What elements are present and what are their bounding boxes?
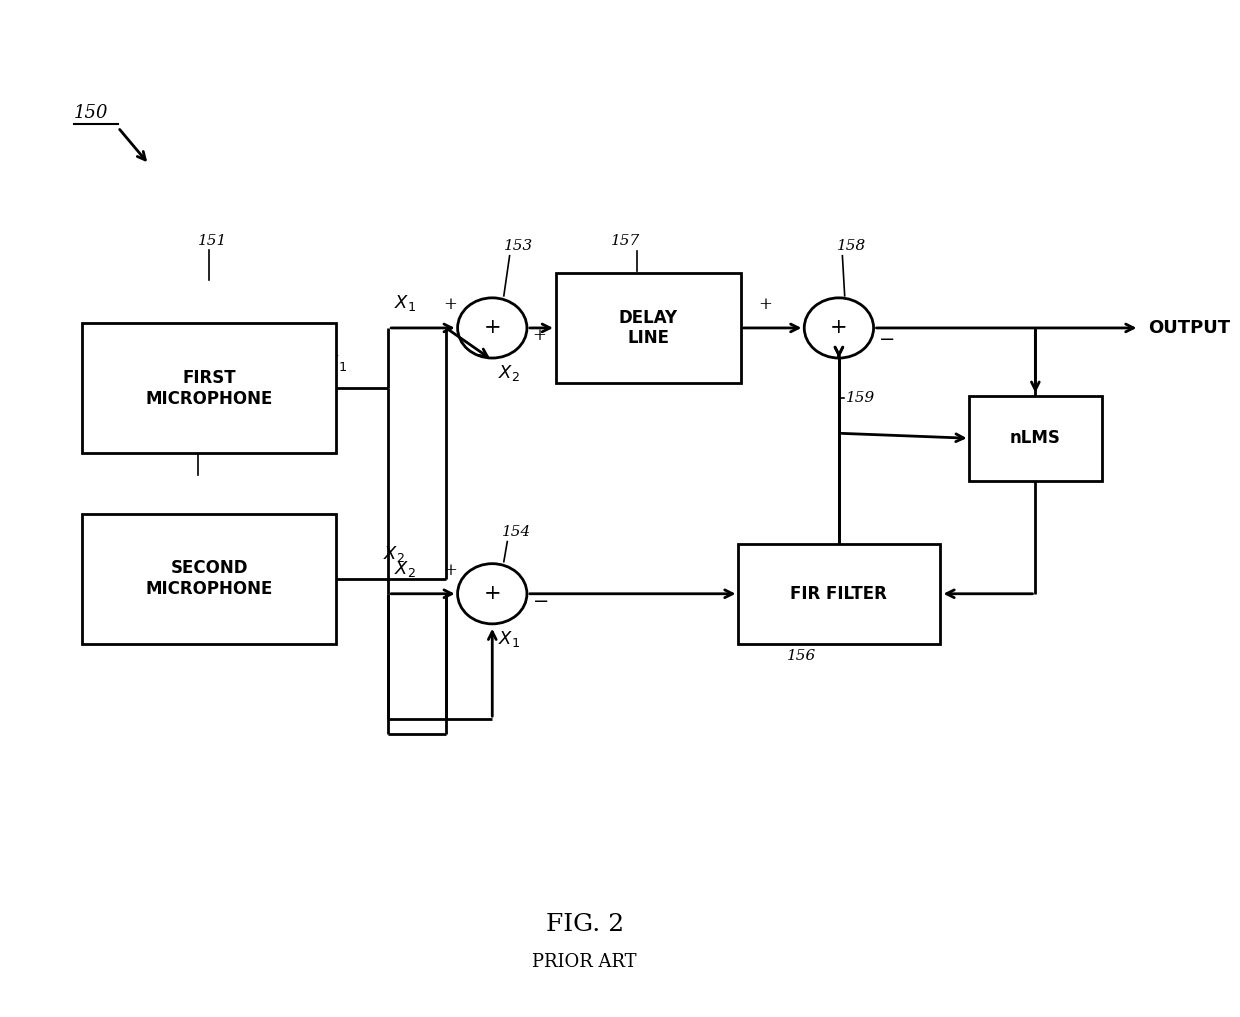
Text: +: + — [444, 296, 458, 313]
Text: DELAY
LINE: DELAY LINE — [619, 308, 678, 348]
Text: $X_2$: $X_2$ — [498, 363, 520, 383]
Text: FIRST
MICROPHONE: FIRST MICROPHONE — [145, 369, 273, 408]
Text: 153: 153 — [503, 239, 533, 252]
Text: 157: 157 — [610, 234, 640, 248]
Text: PRIOR ART: PRIOR ART — [532, 953, 637, 971]
FancyBboxPatch shape — [738, 544, 940, 644]
Text: SECOND
MICROPHONE: SECOND MICROPHONE — [145, 559, 273, 598]
FancyBboxPatch shape — [82, 514, 336, 644]
Text: $X_2$: $X_2$ — [383, 544, 405, 563]
Text: $X_1$: $X_1$ — [498, 629, 520, 649]
Text: $X_2$: $X_2$ — [394, 558, 415, 579]
Text: +: + — [444, 561, 458, 579]
Text: $X_1$: $X_1$ — [394, 293, 417, 313]
Text: FIG. 2: FIG. 2 — [546, 913, 624, 937]
Text: 159: 159 — [846, 392, 875, 405]
Text: +: + — [830, 318, 848, 338]
Text: +: + — [484, 584, 501, 603]
Text: 154: 154 — [501, 525, 531, 539]
Text: +: + — [533, 327, 547, 345]
Text: 151: 151 — [197, 234, 227, 248]
Text: +: + — [484, 318, 501, 338]
Text: FIR FILTER: FIR FILTER — [790, 585, 888, 603]
Text: nLMS: nLMS — [1009, 429, 1060, 447]
Text: −: − — [533, 593, 549, 611]
Text: −: − — [879, 331, 895, 349]
Text: 150: 150 — [74, 105, 108, 122]
Text: $X_1$: $X_1$ — [325, 353, 347, 373]
Text: 156: 156 — [787, 649, 817, 663]
FancyBboxPatch shape — [82, 323, 336, 454]
Text: 158: 158 — [837, 239, 866, 252]
Text: OUTPUT: OUTPUT — [1148, 319, 1231, 337]
FancyBboxPatch shape — [968, 396, 1102, 481]
FancyBboxPatch shape — [556, 273, 740, 383]
Text: +: + — [758, 296, 773, 313]
Text: 152: 152 — [186, 429, 216, 443]
